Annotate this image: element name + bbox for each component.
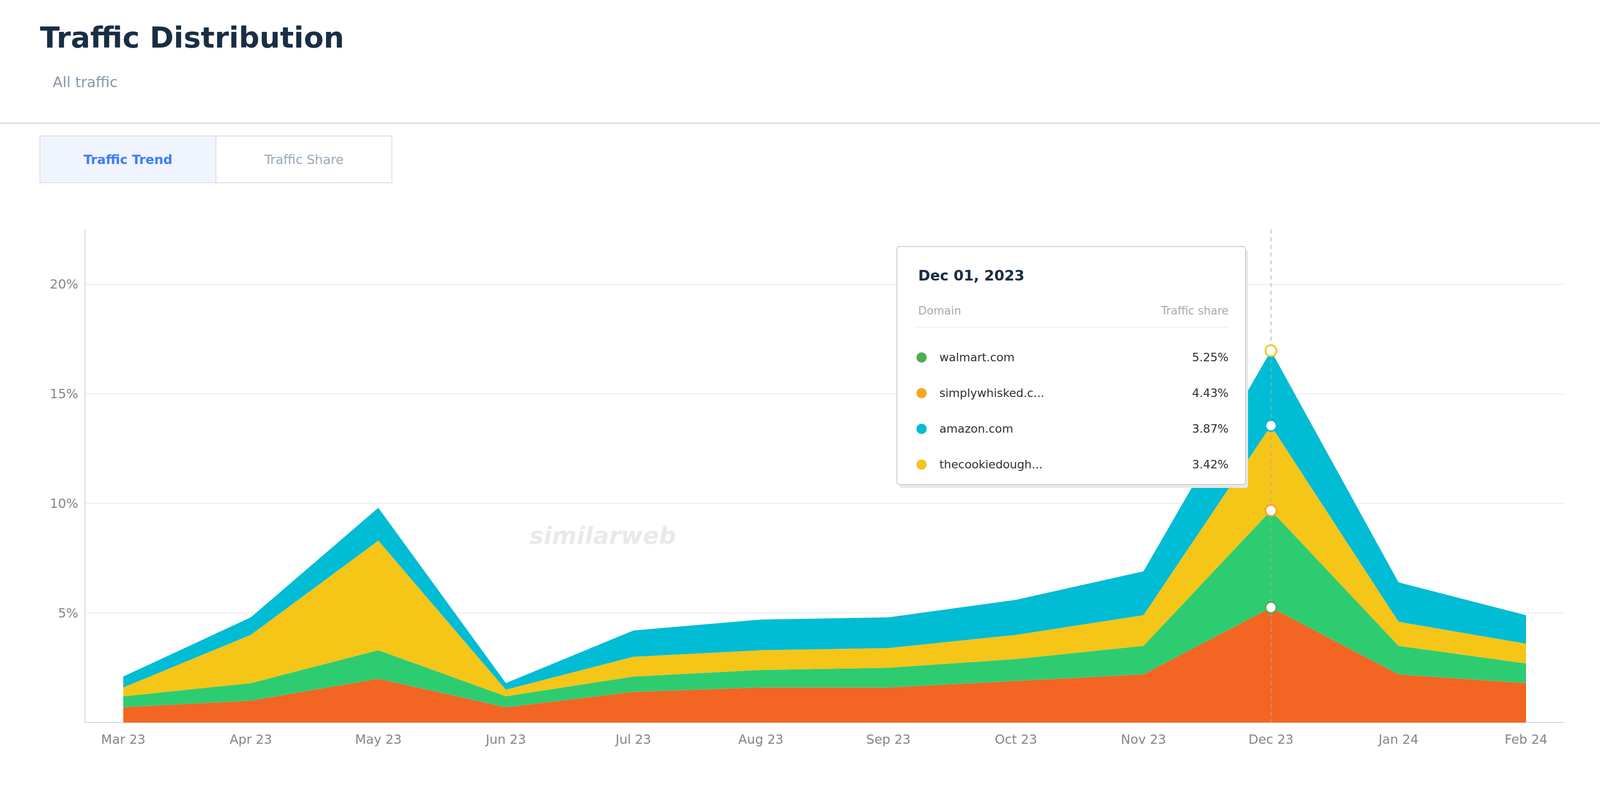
chart: Traffic Distribution All traffic Traffic T… [0, 0, 1600, 788]
tooltip-domain: simplywhisked.c... [939, 386, 1045, 400]
subtitle: All traffic [52, 73, 118, 91]
tooltip: Dec 01, 2023 Domain Traffic share walmart.c… [896, 246, 1249, 488]
tooltip-column: Domain [918, 304, 962, 318]
tab-label: Traffic Trend [83, 152, 173, 168]
x-tick-label: Jul 23 [614, 731, 652, 747]
tooltip-dot [916, 352, 927, 363]
x-tick-label: Oct 23 [994, 731, 1038, 747]
tooltip-separator [913, 326, 1229, 328]
hover-dot [1265, 419, 1277, 432]
x-tick-label: Dec 23 [1248, 731, 1294, 747]
tab-label: Traffic Share [263, 152, 344, 168]
hover-dot [1265, 345, 1277, 357]
title: Traffic Distribution [39, 20, 345, 55]
background [0, 0, 1600, 788]
x-tick-label: Feb 24 [1504, 731, 1548, 747]
tooltip-dot [916, 459, 927, 470]
tooltip-domain: amazon.com [939, 422, 1013, 436]
x-tick-label: Jun 23 [485, 731, 527, 747]
x-tick-label: Mar 23 [101, 731, 146, 747]
y-axis-line [84, 229, 86, 723]
x-tick-label: May 23 [354, 731, 402, 747]
area [123, 350, 1527, 690]
y-tick-label: 15% [49, 386, 79, 402]
x-tick-label: Aug 23 [738, 731, 784, 747]
tooltip-value: 3.42% [1191, 457, 1229, 471]
tab-button [215, 136, 392, 183]
hover-dot [1265, 601, 1277, 613]
tooltip-value: 3.87% [1191, 422, 1229, 436]
tooltip-domain: walmart.com [939, 350, 1015, 364]
tooltip-value: 4.43% [1191, 386, 1229, 400]
tooltip-dot [916, 388, 927, 399]
y-axis: 5% 10% 15% 20% [49, 276, 79, 621]
hover-line [1270, 229, 1272, 723]
watermark: similarweb [529, 521, 676, 550]
tabs: Traffic Trend Traffic Share [39, 136, 392, 183]
x-axis: Mar 23 Apr 23 May 23 Jun 23 Jul 23 Aug 23 Sep … [101, 731, 1548, 747]
y-tick-label: 10% [49, 496, 79, 511]
tooltip-title: Dec 01, 2023 [918, 266, 1025, 284]
tooltip-domain: thecookiedough... [939, 457, 1043, 471]
tooltip-value: 5.25% [1191, 350, 1229, 364]
areas [123, 350, 1527, 723]
x-tick-label: Sep 23 [866, 731, 911, 747]
hover [1265, 229, 1277, 723]
y-tick-label: 20% [49, 276, 79, 292]
tab-button [39, 136, 216, 183]
x-tick-label: Apr 23 [229, 731, 273, 747]
x-tick-label: Jan 24 [1377, 731, 1419, 747]
hover-dot [1265, 504, 1277, 517]
x-tick-label: Nov 23 [1120, 731, 1166, 747]
y-tick-label: 5% [57, 605, 79, 621]
grid-line [85, 283, 1565, 285]
tooltip-dot [916, 423, 927, 435]
grid-line [85, 393, 1565, 395]
tooltip-column: Traffic share [1160, 304, 1229, 318]
tooltip-box [896, 246, 1246, 485]
separator [0, 122, 1600, 125]
